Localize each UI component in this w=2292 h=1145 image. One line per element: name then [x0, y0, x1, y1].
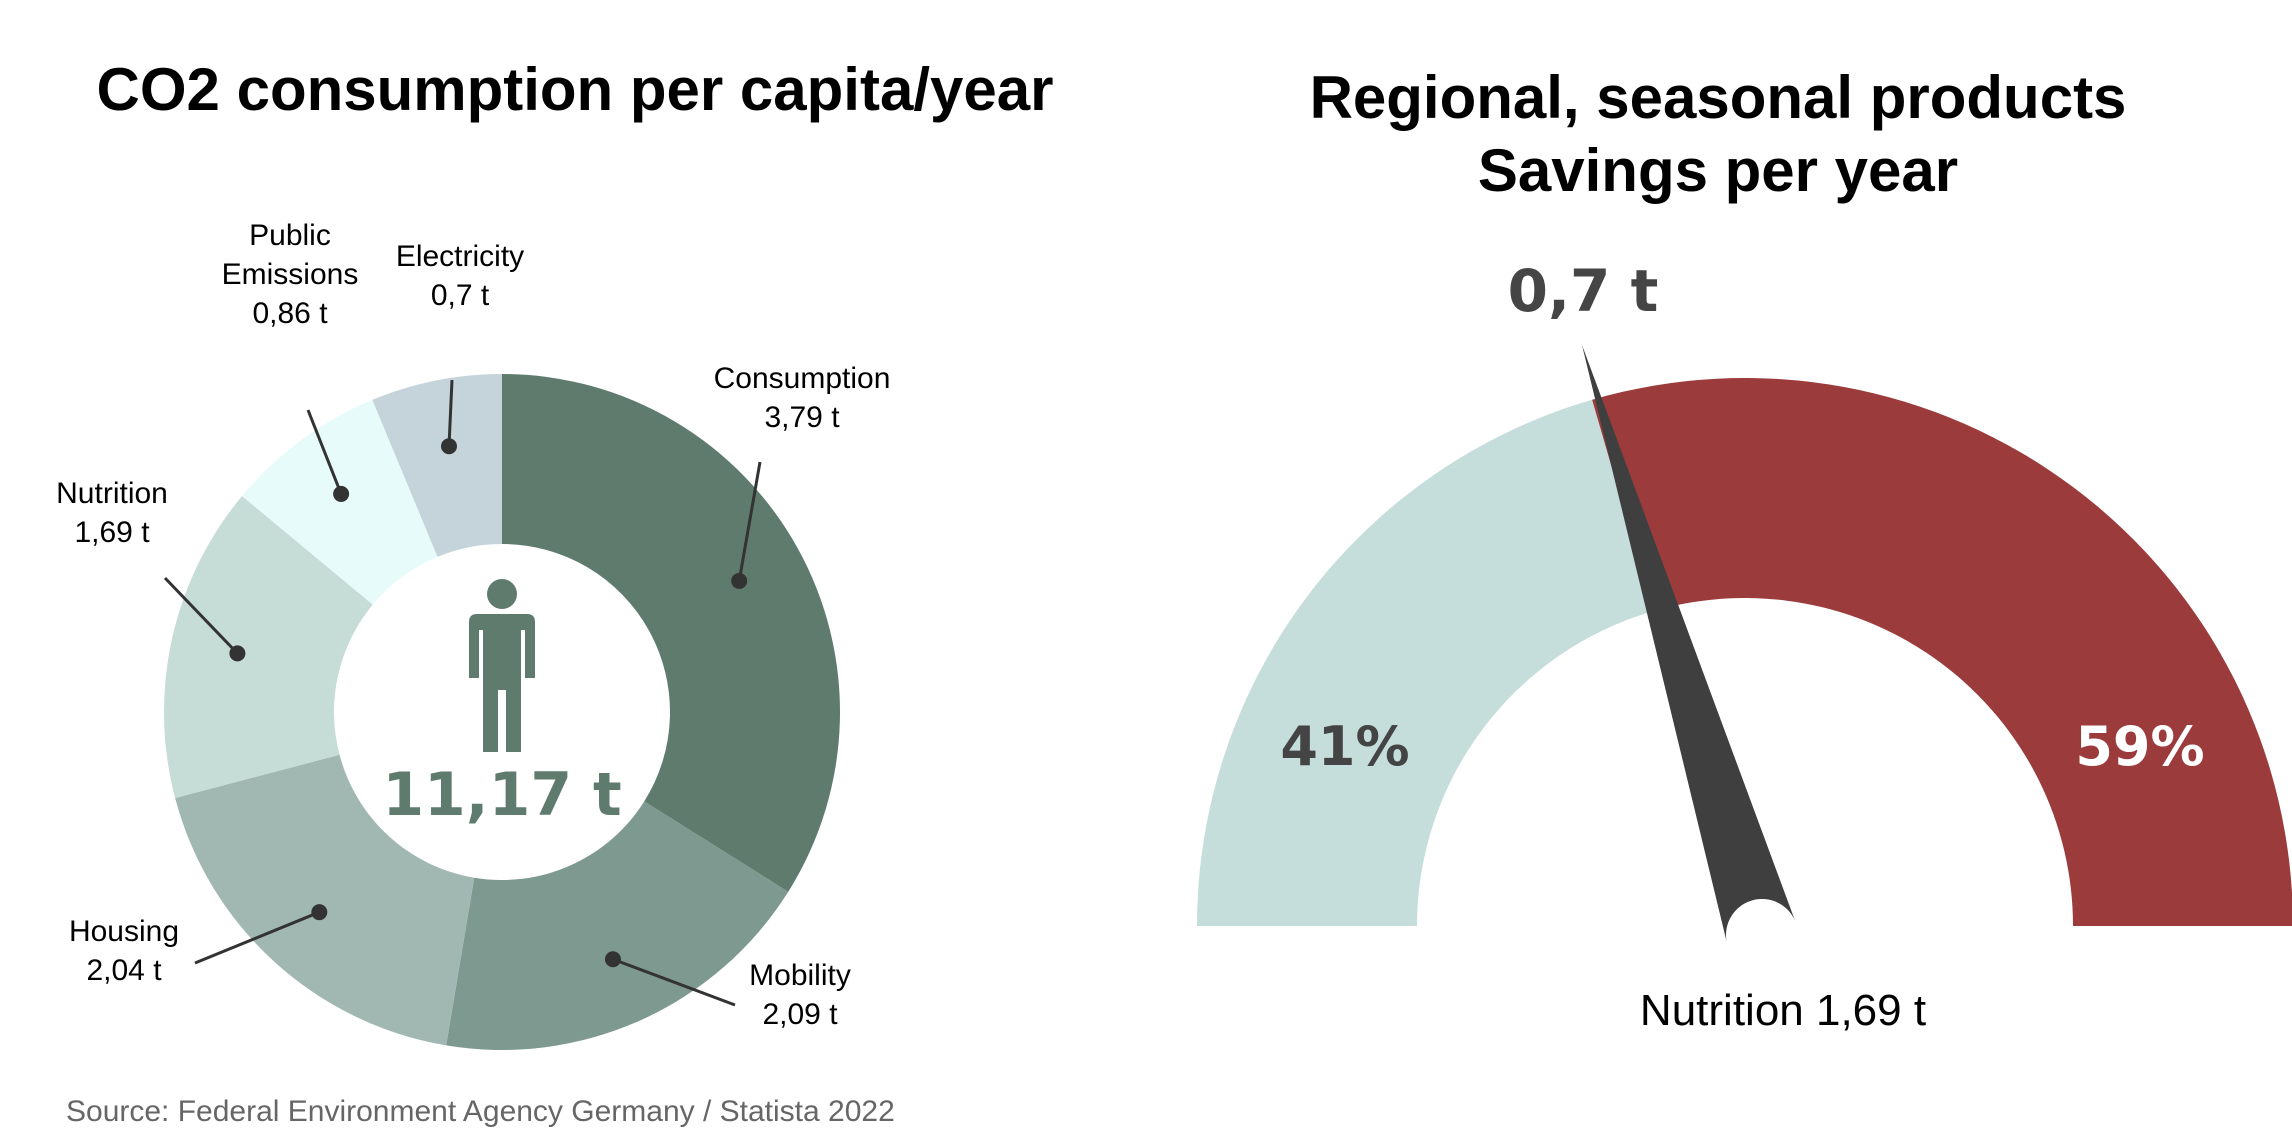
donut-slice-public-emissions [242, 399, 438, 605]
donut-chart: CO2 consumption per capita/year Consumpt… [56, 56, 1053, 1050]
leader-line-electricity [447, 379, 454, 447]
donut-slice-housing [175, 754, 475, 1046]
donut-slices [163, 374, 841, 1050]
leader-line-housing [194, 910, 320, 965]
leader-line-nutrition [163, 576, 239, 655]
leader-dot-nutrition [229, 645, 246, 662]
gauge-percent-labels: 41% 59% [1280, 715, 2204, 778]
leader-line-consumption [737, 461, 762, 582]
donut-label-nutrition: Nutrition 1,69 t [56, 477, 168, 549]
leader-dot-mobility [604, 951, 621, 968]
donut-title: CO2 consumption per capita/year [97, 56, 1054, 123]
donut-leader-lines [163, 379, 762, 1007]
donut-label-electricity: Electricity 0,7 t [396, 240, 524, 312]
person-icon [469, 579, 535, 752]
donut-total-label: 11,17 t [382, 760, 621, 830]
gauge-percent-label-59: 59% [2075, 715, 2204, 778]
gauge-title-line-2: Savings per year [1478, 137, 1958, 204]
gauge-needle [1582, 345, 1797, 946]
gauge-chart: Regional, seasonal products Savings per … [1197, 64, 2292, 1035]
donut-label-housing: Housing 2,04 t [69, 915, 179, 987]
leader-dot-housing [311, 904, 328, 921]
gauge-value-label: 0,7 t [1508, 257, 1659, 325]
leader-dot-consumption [731, 572, 748, 589]
donut-label-public-emissions: Public Emissions 0,86 t [222, 219, 359, 330]
gauge-caption: Nutrition 1,69 t [1640, 986, 1926, 1035]
gauge-segment-41 [1197, 399, 1654, 927]
donut-slice-consumption [502, 374, 841, 892]
donut-label-consumption: Consumption 3,79 t [714, 362, 891, 434]
gauge-percent-label-41: 41% [1280, 715, 1409, 778]
gauge-needle-shape [1582, 345, 1797, 946]
donut-slice-electricity [372, 374, 502, 557]
gauge-title-line-1: Regional, seasonal products [1310, 64, 2127, 131]
leader-line-mobility [612, 957, 736, 1007]
donut-slice-mobility [446, 801, 789, 1050]
source-note: Source: Federal Environment Agency Germa… [66, 1095, 895, 1128]
donut-labels: Consumption 3,79 t Mobility 2,09 t Housing 2,… [56, 219, 890, 1031]
leader-line-public-emissions [306, 409, 343, 495]
leader-dot-electricity [440, 438, 457, 455]
donut-slice-nutrition [163, 495, 373, 799]
leader-dot-public-emissions [333, 485, 350, 502]
gauge-segment-59 [1592, 378, 2292, 926]
donut-label-mobility: Mobility 2,09 t [749, 959, 851, 1031]
gauge-segments [1197, 378, 2292, 927]
